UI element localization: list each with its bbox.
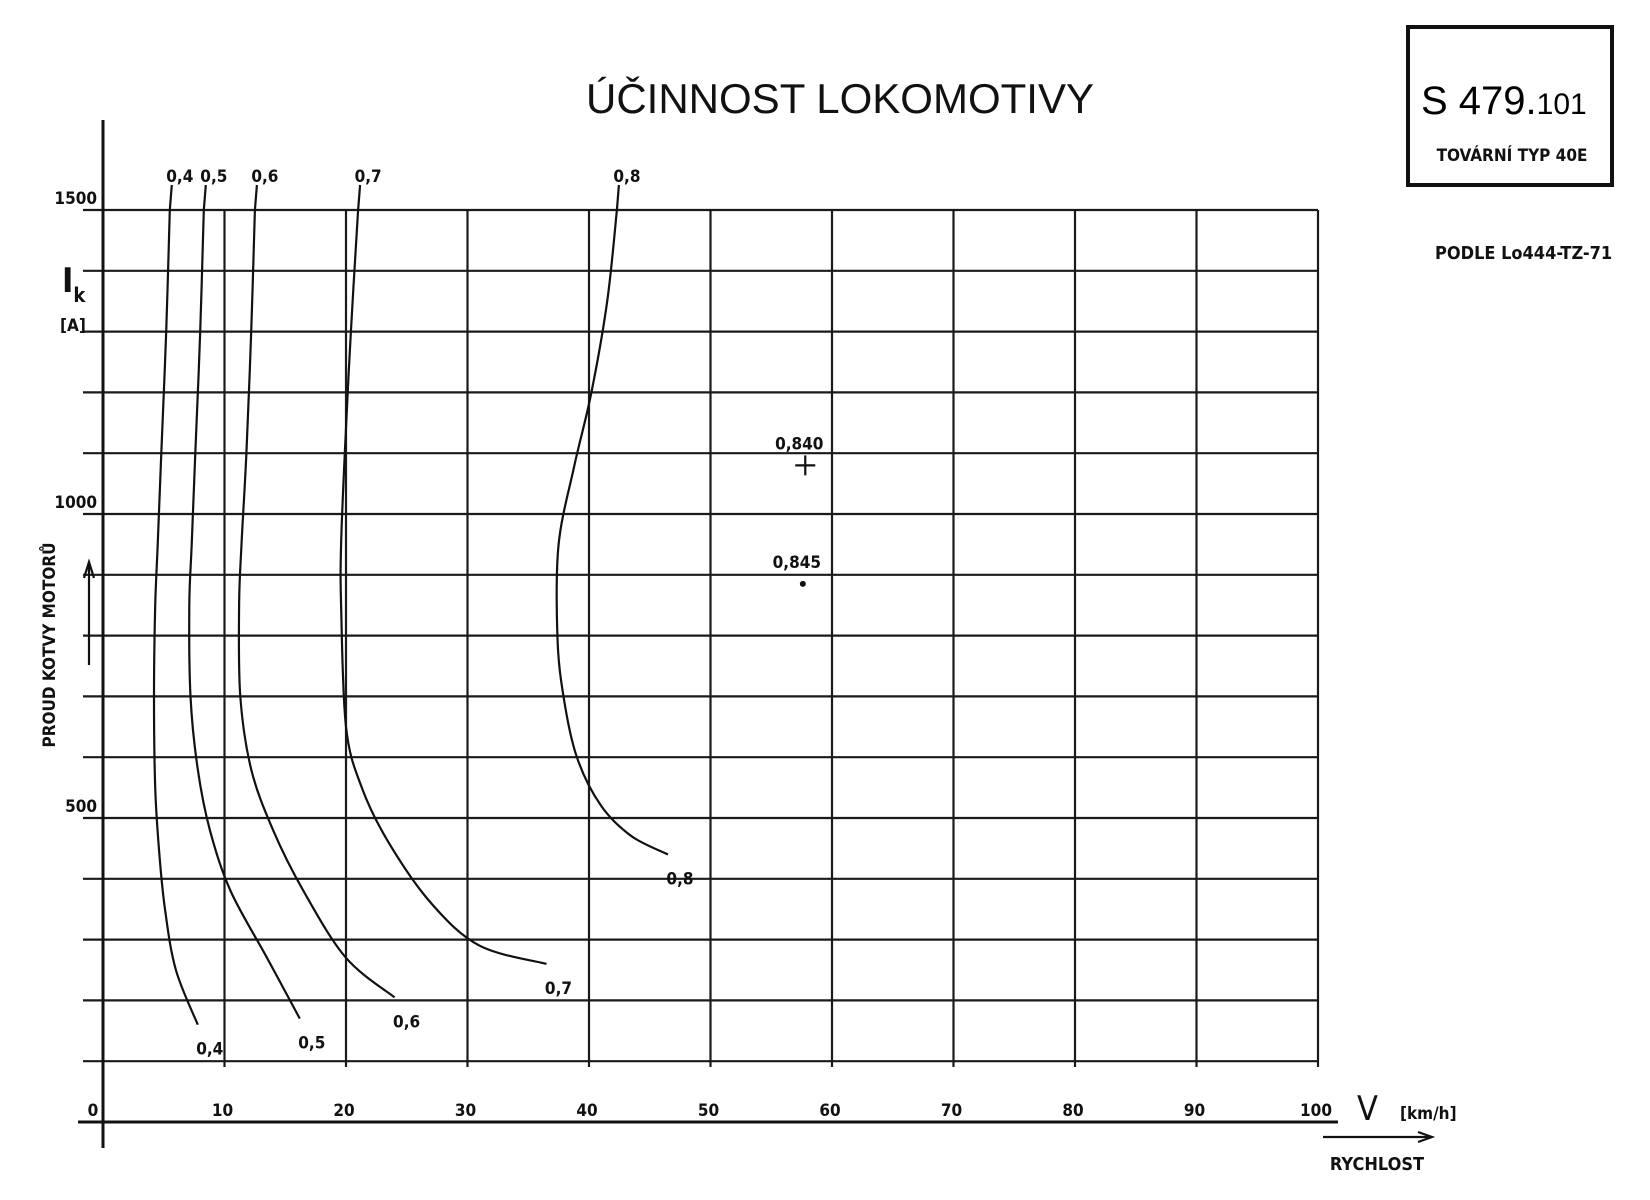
x-tick-label: 0: [88, 1101, 99, 1121]
stamp-code: S 479.: [1421, 79, 1537, 123]
x-axis-unit: [km/h]: [1400, 1104, 1457, 1124]
stamp-subtitle: TOVÁRNÍ TYP 40E: [1437, 144, 1588, 166]
curve-end-label: 0,8: [666, 869, 693, 889]
y-tick-label: 500: [65, 797, 97, 817]
point-label: 0,845: [773, 553, 821, 573]
x-tick-label: 20: [333, 1101, 354, 1121]
stamp-code-suffix: 101: [1537, 88, 1587, 121]
x-tick-label: 90: [1184, 1101, 1205, 1121]
reference-note: PODLE Lo444-TZ-71: [1435, 243, 1612, 264]
x-tick-label: 30: [455, 1101, 476, 1121]
x-tick-label: 100: [1300, 1101, 1332, 1121]
chart-title: ÚČINNOST LOKOMOTIVY: [586, 75, 1094, 122]
point-marker-cross: [795, 455, 816, 476]
efficiency-curve: [339, 184, 547, 965]
x-tick-label: 60: [819, 1101, 840, 1121]
x-tick-label: 40: [576, 1101, 597, 1121]
x-tick-label: 10: [212, 1101, 233, 1121]
curve-top-label: 0,5: [200, 167, 227, 187]
axes: [78, 120, 1338, 1148]
x-tick-label: 70: [941, 1101, 962, 1121]
y-axis-unit: [A]: [60, 316, 86, 336]
curve-top-label: 0,4: [166, 167, 193, 187]
x-tick-label: 80: [1062, 1101, 1083, 1121]
y-tick-label: 1500: [54, 189, 97, 209]
x-tick-labels: 0 10 20 30 40 50 60 70 80 90 100: [88, 1101, 1332, 1121]
y-axis-subscript: k: [73, 283, 86, 307]
y-axis-arrow: [82, 558, 96, 665]
svg-text:Ik: Ik: [62, 261, 86, 307]
curve-end-label: 0,7: [545, 979, 572, 999]
stamp-box: S 479.101 TOVÁRNÍ TYP 40E: [1406, 25, 1614, 187]
y-tick-label: 1000: [54, 493, 97, 513]
curve-top-label: 0,6: [251, 167, 278, 187]
curve-end-label: 0,6: [393, 1012, 420, 1032]
curve-end-label: 0,4: [196, 1040, 223, 1060]
x-axis-label: RYCHLOST: [1330, 1154, 1424, 1175]
efficiency-points: 0,840 0,845: [773, 434, 823, 587]
svg-text:S 479.101: S 479.101: [1421, 79, 1587, 123]
x-tick-label: 50: [698, 1101, 719, 1121]
curve-top-label: 0,8: [613, 167, 640, 187]
efficiency-curve: [188, 184, 301, 1020]
point-label: 0,840: [775, 434, 823, 454]
y-axis-label: PROUD KOTVY MOTORŮ: [37, 542, 60, 747]
efficiency-curves: 0,4 0,4 0,5 0,5 0,6 0,6 0,7 0,7 0,8 0,8: [152, 167, 694, 1060]
y-tick-labels: 500 1000 1500: [54, 189, 97, 817]
grid: [83, 208, 1320, 1067]
y-axis-symbol: I: [62, 261, 73, 301]
curve-top-label: 0,7: [355, 167, 382, 187]
point-marker-dot: [799, 580, 806, 587]
curve-end-label: 0,5: [298, 1034, 325, 1054]
x-axis-symbol: V: [1357, 1089, 1378, 1129]
efficiency-curve: [555, 184, 669, 856]
efficiency-curve: [237, 184, 396, 999]
efficiency-curve: [152, 184, 199, 1026]
x-axis-arrow: [1323, 1130, 1436, 1144]
